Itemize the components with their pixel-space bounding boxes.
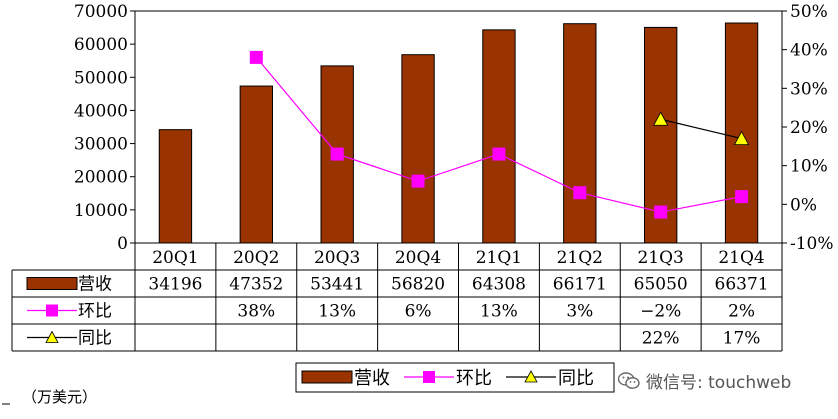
x-tick-label: 20Q1 [152, 248, 198, 268]
yoy-legend-label: 同比 [558, 368, 594, 389]
y-left-tick-label: 10000 [74, 201, 128, 221]
x-tick-label: 20Q4 [395, 248, 441, 268]
unit-note: （万美元） [22, 388, 98, 406]
y-left-tick-label: 40000 [74, 101, 128, 121]
wechat-icon [618, 371, 640, 389]
y-left-tick-label: 0 [117, 234, 128, 254]
y-left-tick-label: 30000 [74, 135, 128, 155]
qoq-legend-label: 环比 [456, 368, 492, 389]
yoy-line [660, 118, 742, 140]
yoy-point-21Q3 [653, 111, 669, 126]
x-tick-label: 21Q1 [476, 248, 522, 268]
x-tick-label: 21Q3 [637, 248, 683, 268]
revenue-data-label: 66371 [715, 275, 769, 295]
bar-revenue-20Q2 [239, 85, 273, 244]
y-right-tick-label: 30% [790, 79, 828, 99]
y-left-tick-label: 20000 [74, 168, 128, 188]
yoy-point-21Q4 [733, 130, 750, 146]
revenue-data-label: 56820 [391, 275, 445, 295]
bar-revenue-21Q1 [482, 29, 516, 244]
y-left-tick-label: 70000 [74, 2, 128, 22]
x-tick-label: 21Q2 [557, 248, 603, 268]
qoq-point-21Q2 [573, 186, 587, 200]
watermark-text: 微信号: touchweb [646, 373, 792, 393]
qoq-row-legend-marker [46, 304, 58, 317]
revenue-data-label: 34196 [148, 275, 202, 295]
plot-frame [134, 10, 783, 244]
qoq-data-label: 13% [480, 302, 518, 322]
y-right-tick-label: 0% [790, 195, 817, 215]
revenue-data-label: 66171 [553, 275, 607, 295]
watermark: 微信号: touchweb [618, 368, 791, 393]
qoq-point-21Q4 [735, 190, 749, 204]
bar-revenue-20Q1 [158, 129, 193, 244]
revenue-data-label: 65050 [634, 275, 688, 295]
revenue-bottom-legend-key [301, 370, 353, 384]
y-right-tick-label: 20% [790, 118, 828, 138]
revenue-row-name: 营收 [78, 275, 112, 295]
revenue-data-label: 47352 [229, 275, 283, 295]
qoq-data-label: 6% [405, 302, 432, 322]
y-right-tick-label: 40% [790, 41, 828, 61]
qoq-point-21Q1 [492, 147, 506, 161]
qoq-data-label: 38% [237, 302, 275, 322]
qoq-point-20Q3 [330, 147, 344, 161]
yoy-data-label: 17% [723, 329, 761, 349]
yoy-bottom-legend-marker [524, 370, 538, 383]
qoq-data-label: 2% [728, 302, 755, 322]
revenue-data-label: 53441 [310, 275, 364, 295]
y-right-tick-label: 10% [790, 157, 828, 177]
qoq-data-label: −2% [640, 302, 681, 322]
qoq-point-20Q2 [249, 50, 263, 64]
qoq-row-name: 环比 [78, 302, 112, 322]
qoq-point-20Q4 [411, 174, 425, 188]
qoq-data-label: 3% [566, 302, 593, 322]
bar-revenue-20Q4 [401, 54, 435, 244]
qoq-point-21Q3 [654, 205, 668, 219]
x-tick-label: 20Q2 [233, 248, 279, 268]
y-left-tick-label: 60000 [74, 35, 128, 55]
yoy-row-name: 同比 [78, 329, 112, 349]
revenue-legend-label: 营收 [354, 368, 390, 389]
bar-revenue-21Q2 [563, 23, 597, 244]
x-tick-label: 21Q4 [718, 248, 764, 268]
yoy-data-label: 22% [642, 329, 680, 349]
revenue-data-label: 64308 [472, 275, 526, 295]
x-tick-label: 20Q3 [314, 248, 360, 268]
revenue-row-legend-key [26, 277, 78, 290]
yoy-row-legend-marker [45, 330, 59, 343]
y-right-tick-label: 50% [790, 2, 828, 22]
y-right-tick-label: -10% [790, 234, 834, 254]
qoq-data-label: 13% [318, 302, 356, 322]
qoq-bottom-legend-marker [423, 371, 435, 383]
y-left-tick-label: 50000 [74, 68, 128, 88]
